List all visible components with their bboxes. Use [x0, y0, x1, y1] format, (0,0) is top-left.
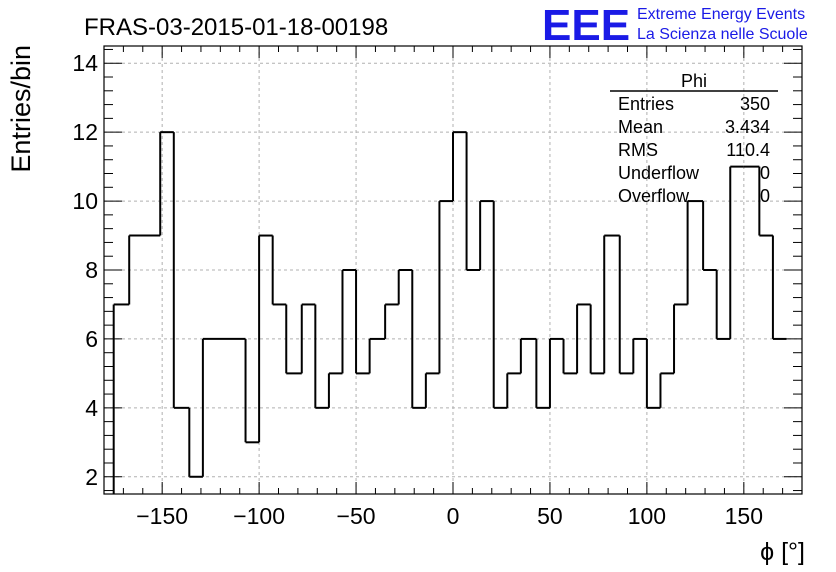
y-tick-label: 10	[72, 188, 98, 214]
grid-lines	[104, 46, 802, 494]
stats-row-label: Entries	[618, 94, 674, 114]
axis-ticks	[103, 46, 803, 494]
stats-row-value: 0	[760, 186, 770, 206]
stats-name: Phi	[681, 71, 707, 91]
eee-logo: EEE Extreme Energy Events La Scienza nel…	[542, 1, 808, 50]
stats-row-label: Overflow	[618, 186, 690, 206]
x-axis-label: ϕ [°]	[760, 538, 805, 566]
stats-row-value: 110.4	[726, 140, 770, 160]
y-tick-labels: 2 4 6 8 10 12 14	[72, 50, 98, 490]
x-tick-label: 150	[725, 503, 763, 529]
stats-rows: Entries 350 Mean 3.434 RMS 110.4 Underflow 0 Ove…	[618, 94, 770, 206]
y-axis-label: Entries/bin	[6, 45, 36, 173]
eee-logo-mark: EEE	[542, 1, 630, 50]
x-tick-label: −50	[337, 503, 376, 529]
y-tick-label: 6	[85, 326, 98, 352]
x-tick-labels: −150 −100 −50 0 50 100 150	[136, 503, 763, 529]
x-tick-label: 0	[447, 503, 460, 529]
y-tick-label: 4	[85, 395, 98, 421]
stats-row-label: Underflow	[618, 163, 700, 183]
stats-row-label: RMS	[618, 140, 658, 160]
chart-title: FRAS-03-2015-01-18-00198	[84, 14, 388, 41]
stats-row-value: 350	[740, 94, 770, 114]
x-tick-label: 100	[628, 503, 666, 529]
stats-box: Phi Entries 350 Mean 3.434 RMS 110.4 Underflow…	[610, 71, 778, 206]
stats-row-label: Mean	[618, 117, 663, 137]
y-tick-label: 8	[85, 257, 98, 283]
histogram-series	[112, 131, 787, 494]
y-tick-label: 2	[85, 464, 98, 490]
x-tick-label: −150	[136, 503, 188, 529]
x-tick-label: −100	[233, 503, 285, 529]
eee-logo-line2: La Scienza nelle Scuole	[637, 26, 808, 43]
eee-logo-line1: Extreme Energy Events	[637, 6, 805, 23]
stats-row-value: 0	[760, 163, 770, 183]
y-tick-label: 14	[72, 50, 98, 76]
x-tick-label: 50	[537, 503, 563, 529]
stats-row-value: 3.434	[725, 117, 770, 137]
y-tick-label: 12	[72, 119, 98, 145]
